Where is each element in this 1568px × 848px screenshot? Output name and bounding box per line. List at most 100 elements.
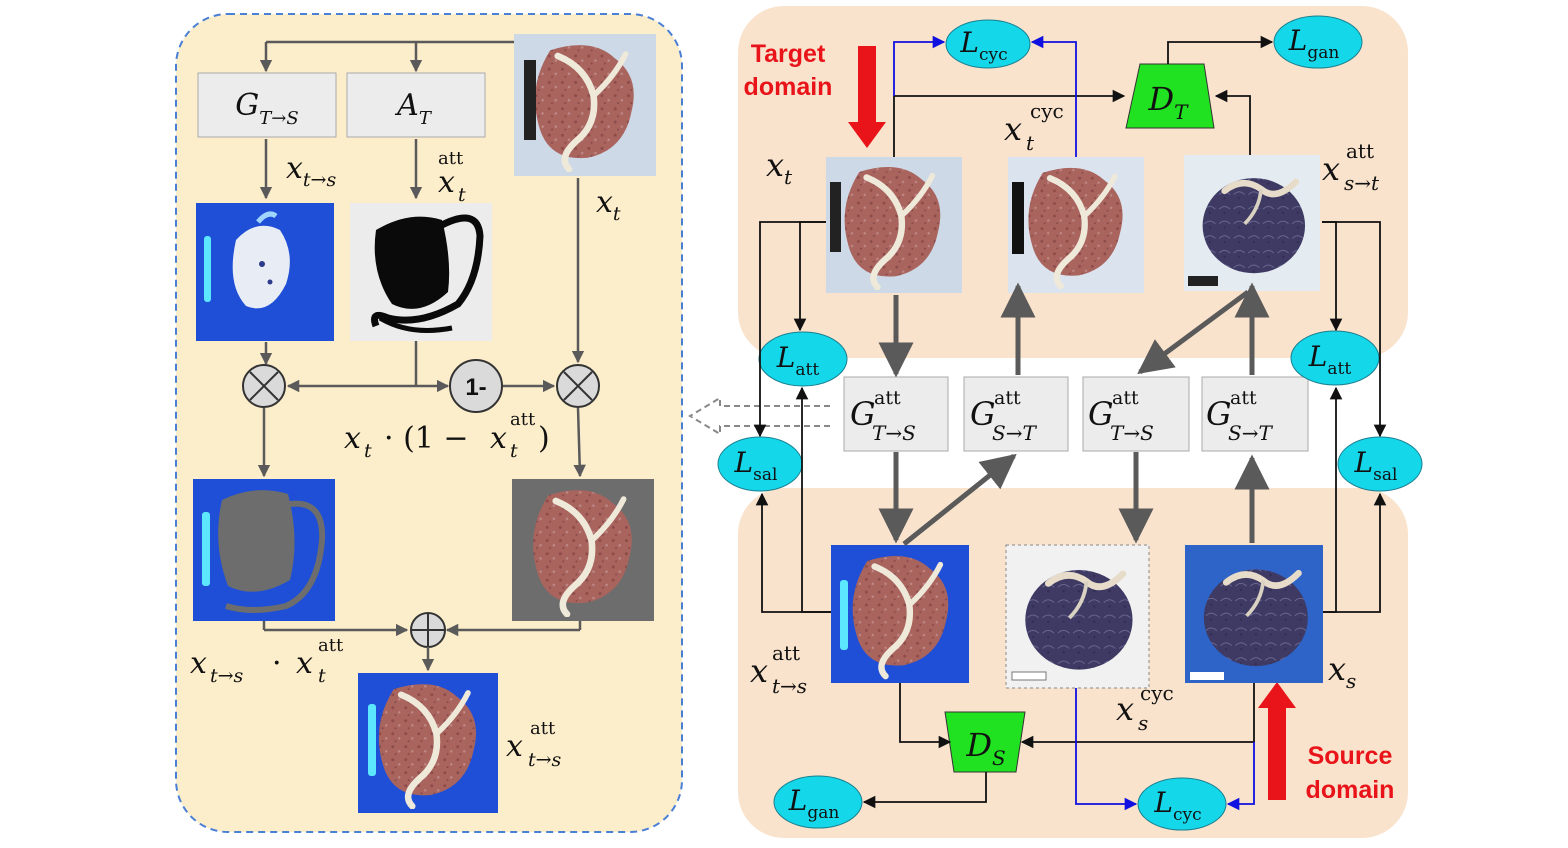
add-operator — [262, 612, 582, 672]
svg-text:x: x — [1116, 690, 1134, 728]
svg-text:att: att — [994, 387, 1021, 409]
loss-cyc-bottom: Lcyc — [1137, 777, 1227, 831]
svg-text:t→s: t→s — [210, 665, 244, 687]
label-mask-complement: x t · (1 − x att t ) — [344, 409, 550, 462]
svg-text:G: G — [850, 395, 876, 433]
loss-sal-left: Lsal — [717, 436, 803, 492]
multiply-operator-right — [556, 364, 600, 408]
image-x-s-to-t-att — [1184, 155, 1320, 291]
svg-text:cyc: cyc — [1030, 99, 1064, 123]
svg-text:· (1 −: · (1 − — [384, 421, 469, 456]
svg-text:Lcyc: Lcyc — [959, 26, 1007, 65]
svg-text:G: G — [1088, 395, 1114, 433]
label-output: att x t→s — [506, 718, 562, 771]
label-x-t: xt — [596, 185, 621, 225]
svg-text:DT: DT — [1148, 80, 1190, 124]
svg-text:Lsal: Lsal — [734, 446, 778, 485]
generator-t-to-s-box: GT→S — [197, 72, 337, 138]
svg-text:x: x — [296, 646, 313, 681]
svg-text:T→S: T→S — [872, 421, 916, 445]
loss-att-right: Latt — [1290, 330, 1380, 386]
svg-text:S→T: S→T — [1228, 421, 1273, 445]
generator-box-1: G att T→S — [843, 376, 949, 452]
svg-text:Latt: Latt — [1308, 340, 1352, 379]
svg-text:t: t — [510, 440, 518, 462]
source-domain-label: Source domain — [1306, 742, 1395, 804]
label-img-x-t-cyc: cyc x t — [1004, 99, 1064, 155]
label-masked-translation: x t→s · x att t — [190, 635, 344, 687]
svg-text:att: att — [772, 641, 800, 665]
svg-text:·: · — [272, 646, 282, 681]
svg-text:s: s — [1138, 711, 1148, 735]
svg-text:AT: AT — [394, 88, 433, 129]
generator-box-2: G att S→T — [963, 376, 1069, 452]
label-x-t-att: att x t — [438, 148, 466, 206]
svg-text:Source: Source — [1308, 742, 1393, 770]
image-x-s — [1185, 545, 1323, 683]
svg-text:GT→S: GT→S — [235, 88, 298, 129]
svg-text:t: t — [458, 184, 466, 206]
masked-translation-image — [193, 479, 335, 621]
svg-text:1-: 1- — [465, 374, 486, 401]
svg-text:DS: DS — [965, 726, 1005, 770]
svg-text:t: t — [318, 665, 326, 687]
svg-text:s→t: s→t — [1344, 171, 1380, 195]
label-img-x-t: xt — [766, 146, 793, 189]
svg-text:Latt: Latt — [776, 341, 820, 380]
source-domain-arrow — [1258, 682, 1296, 800]
generator-box-4: G att S→T — [1201, 376, 1309, 452]
svg-text:x: x — [344, 421, 361, 456]
svg-text:domain: domain — [1306, 776, 1395, 804]
label-x-t-to-s: xt→s — [286, 151, 336, 191]
loss-sal-right: Lsal — [1337, 436, 1423, 492]
svg-text:att: att — [874, 387, 901, 409]
svg-text:att: att — [510, 409, 536, 430]
loss-gan-bottom: Lgan — [773, 775, 863, 829]
output-image-x-t-to-s-att — [358, 673, 498, 813]
image-x-s-cyc — [1005, 544, 1150, 689]
attention-mask-image — [350, 203, 492, 341]
input-distribution-arrows — [259, 40, 585, 364]
translated-image-x-t-to-s — [196, 203, 334, 341]
background-preserved-image — [512, 479, 654, 621]
image-x-t-to-s-att — [831, 545, 969, 683]
svg-text:x: x — [1004, 110, 1022, 148]
svg-text:Lsal: Lsal — [1354, 446, 1398, 485]
input-image-x-t — [514, 34, 656, 176]
svg-text:x: x — [438, 165, 455, 200]
svg-text:x: x — [190, 646, 207, 681]
svg-text:cyc: cyc — [1140, 681, 1174, 705]
svg-text:att: att — [318, 635, 344, 656]
mask-routing-arrows — [257, 341, 586, 478]
svg-text:Target: Target — [751, 40, 826, 68]
label-img-x-s-cyc: cyc x s — [1116, 681, 1174, 735]
svg-text:att: att — [1230, 387, 1257, 409]
svg-text:att: att — [530, 718, 556, 739]
target-domain-arrow — [848, 46, 886, 148]
loss-gan-top: Lgan — [1273, 15, 1363, 69]
svg-text:): ) — [538, 421, 550, 456]
svg-text:att: att — [1112, 387, 1139, 409]
one-minus-operator: 1- — [449, 359, 503, 413]
svg-text:x: x — [506, 729, 523, 764]
label-img-x-s-to-t-att: att x s→t — [1322, 139, 1380, 195]
svg-text:t→s: t→s — [528, 749, 562, 771]
multiply-operator-left — [242, 342, 286, 408]
svg-text:x: x — [750, 652, 768, 690]
generator-flow-arrows — [878, 282, 1270, 546]
image-x-t — [826, 157, 962, 293]
svg-text:x: x — [1322, 150, 1340, 188]
svg-text:Lgan: Lgan — [788, 784, 840, 823]
label-img-x-s: xs — [1328, 650, 1356, 693]
cycle-flow-arrows — [893, 35, 1255, 811]
svg-text:att: att — [438, 148, 464, 169]
svg-text:G: G — [970, 395, 996, 433]
label-img-x-t-to-s-att: att x t→s — [750, 641, 807, 698]
svg-text:t→s: t→s — [772, 674, 807, 698]
loss-flow-arrows — [753, 35, 1387, 809]
svg-text:t: t — [364, 440, 372, 462]
svg-text:t: t — [1026, 131, 1035, 155]
svg-text:T→S: T→S — [1110, 421, 1154, 445]
attention-a-t-box: AT — [346, 72, 486, 138]
